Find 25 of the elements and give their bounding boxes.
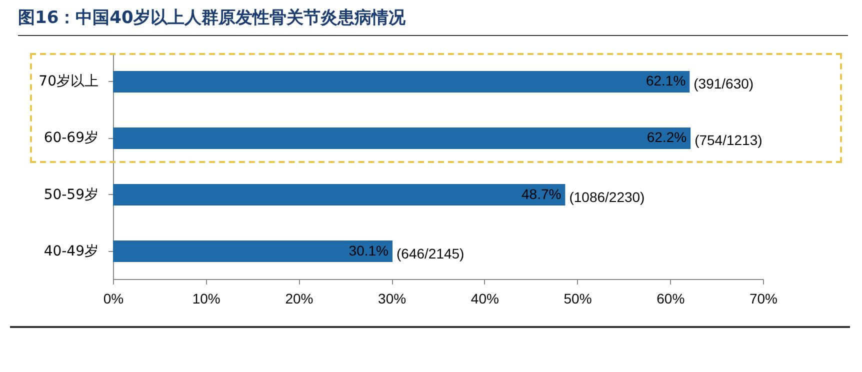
- data-label: 62.1%: [646, 72, 686, 89]
- y-tick-label: 50-59岁: [44, 186, 98, 203]
- y-tick-label: 70岁以上: [38, 74, 98, 90]
- bar: [113, 70, 690, 92]
- x-tick-label: 40%: [470, 290, 499, 306]
- data-label: 62.2%: [646, 129, 687, 146]
- x-tick-label: 30%: [378, 290, 406, 306]
- bar: [113, 240, 392, 262]
- annotation: (646/2145): [396, 245, 464, 262]
- x-tick-label: 60%: [656, 290, 685, 306]
- data-label: 30.1%: [348, 242, 388, 258]
- x-tick-label: 10%: [192, 290, 220, 306]
- annotation: (1086/2230): [569, 188, 645, 205]
- bar: [113, 184, 566, 206]
- y-tick-label: 60-69岁: [44, 130, 98, 146]
- y-tick-label: 40-49岁: [44, 243, 98, 260]
- x-tick-label: 20%: [285, 290, 314, 306]
- data-label: 48.7%: [522, 186, 562, 202]
- chart-title: 图16：中国40岁以上人群原发性骨关节炎患病情况: [18, 6, 848, 36]
- x-tick-label: 70%: [749, 290, 778, 306]
- x-tick-label: 0%: [103, 290, 124, 306]
- bar: [113, 127, 691, 149]
- x-tick-label: 50%: [564, 290, 592, 306]
- annotation: (391/630): [694, 76, 754, 92]
- annotation: (754/1213): [694, 132, 762, 148]
